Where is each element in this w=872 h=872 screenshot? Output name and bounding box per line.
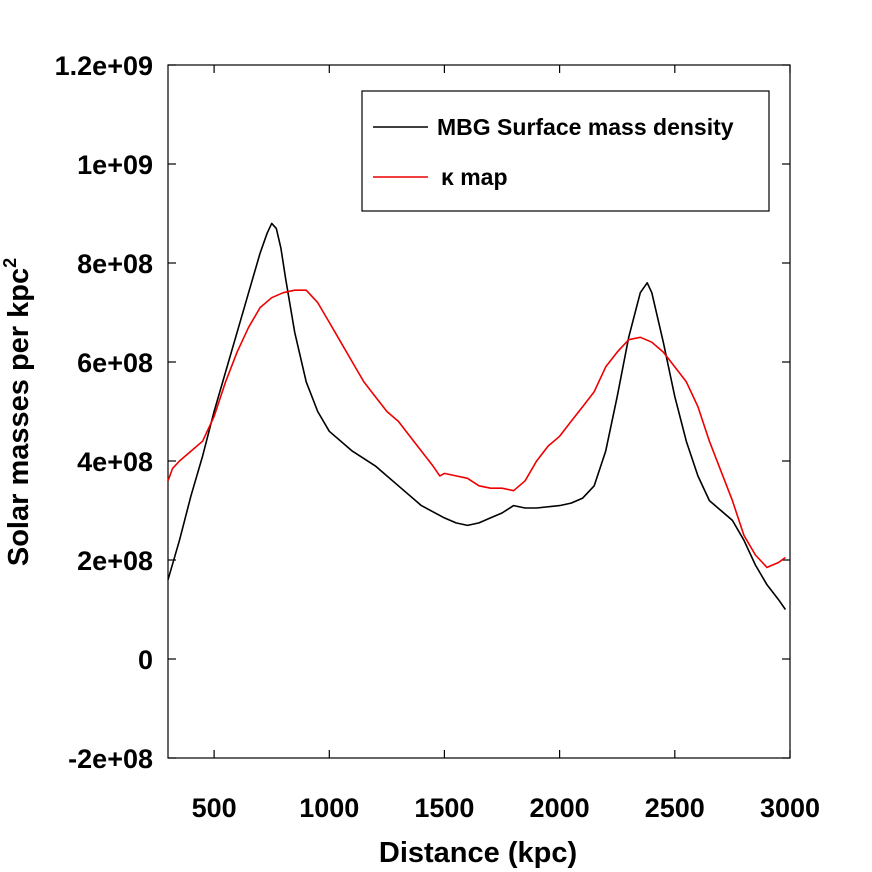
series-line-kappa-map [167, 289, 786, 569]
legend: MBG Surface mass density κ map [361, 90, 770, 212]
legend-label-mbg: MBG Surface mass density [437, 114, 734, 140]
y-tick-label: 6e+08 [77, 348, 153, 378]
x-tick-label: 3000 [760, 793, 820, 823]
legend-box [361, 90, 770, 212]
x-tick-label: 1500 [414, 793, 474, 823]
y-tick-label: 8e+08 [77, 249, 153, 279]
axis-ticks: 500 1000 1500 2000 2500 3000 -2e+08 0 2e+08 4e+08… [55, 51, 820, 823]
series-layer [167, 222, 787, 610]
y-tick-label: -2e+08 [68, 744, 153, 774]
y-tick-label: 1.2e+09 [55, 51, 153, 81]
y-axis-title-superscript: 2 [0, 258, 20, 268]
x-tick-label: 2500 [645, 793, 705, 823]
y-tick-label: 2e+08 [77, 546, 153, 576]
y-tick-label: 4e+08 [77, 447, 153, 477]
x-tick-label: 1000 [299, 793, 359, 823]
y-axis-title-main: Solar masses per kpc [3, 268, 35, 566]
y-axis-title: Solar masses per kpc2 [0, 258, 35, 566]
legend-label-kappa: κ map [441, 164, 508, 190]
x-axis-title: Distance (kpc) [379, 837, 577, 869]
x-tick-label: 2000 [530, 793, 590, 823]
y-tick-label: 1e+09 [77, 150, 153, 180]
x-tick-label: 500 [192, 793, 237, 823]
y-tick-label: 0 [138, 645, 153, 675]
series-line-mbg-surface-mass-density [167, 222, 787, 610]
